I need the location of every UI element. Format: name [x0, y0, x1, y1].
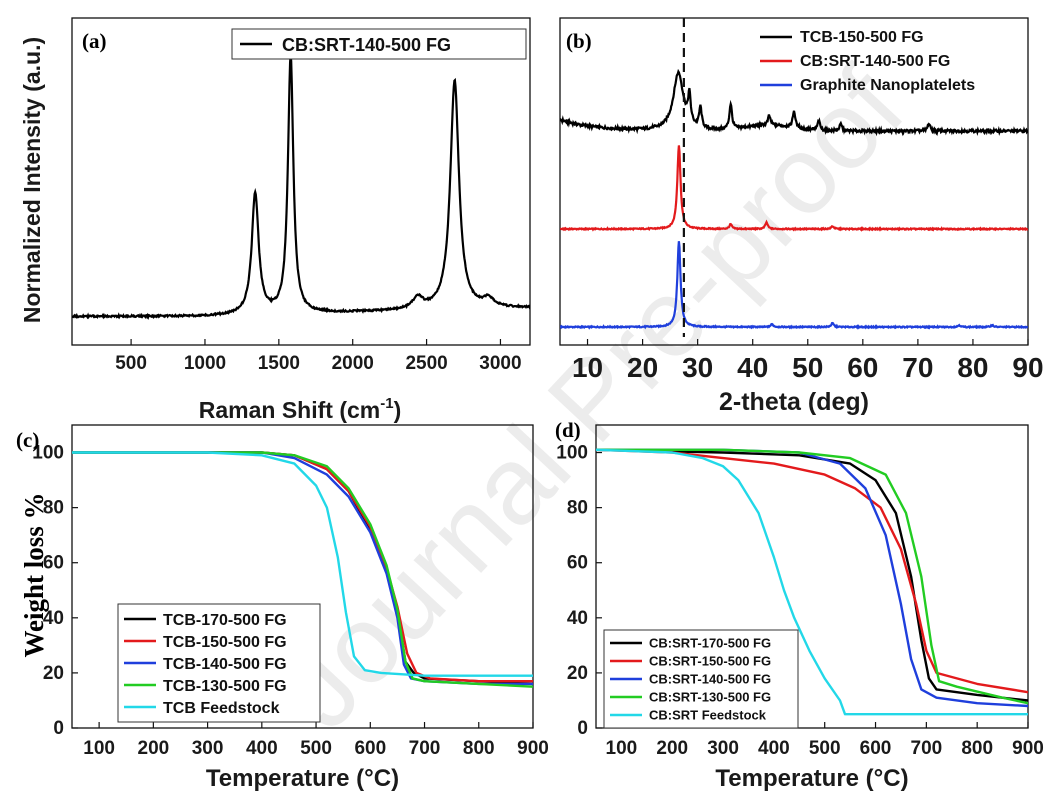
x-tick-label: 30 — [682, 352, 713, 383]
x-tick-label: 50 — [792, 352, 823, 383]
x-tick-label: 20 — [627, 352, 658, 383]
x-tick-label: 300 — [707, 738, 739, 759]
plot-frame — [71, 424, 534, 729]
x-tick-label: 2500 — [405, 353, 447, 374]
x-tick-label: 60 — [847, 352, 878, 383]
x-tick-label: 600 — [860, 738, 892, 759]
x-tick-label: 400 — [246, 738, 278, 759]
y-axis-title: Weight loss % — [19, 492, 49, 657]
legend-label: CB:SRT-170-500 FG — [649, 636, 771, 651]
x-tick-label: 200 — [656, 738, 688, 759]
legend-label: TCB-150-500 FG — [163, 634, 287, 651]
plot-frame — [71, 17, 531, 346]
y-tick-label: 40 — [43, 608, 64, 629]
plot-frame — [595, 424, 1029, 729]
tga-series-line — [596, 448, 1028, 702]
raman-series-line — [72, 54, 530, 320]
x-tick-label: 500 — [300, 738, 332, 759]
x-tick-label: 100 — [606, 738, 638, 759]
panel-a: 500 1000 1500 2000 2500 3000 (a) CB:SRT-140-500… — [19, 17, 531, 423]
x-tick-label: 80 — [957, 352, 988, 383]
x-tick-label: 700 — [409, 738, 441, 759]
x-tick-label: 800 — [961, 738, 993, 759]
tga-series-line — [596, 448, 1028, 716]
legend-label: TCB-150-500 FG — [800, 29, 924, 46]
y-tick-label: 60 — [43, 553, 64, 574]
x-axis-title: Temperature (°C) — [715, 765, 908, 792]
x-tick-label: 600 — [354, 738, 386, 759]
legend-label: TCB-170-500 FG — [163, 612, 287, 629]
xrd-series-line — [560, 241, 1028, 330]
x-tick-label: 900 — [1012, 738, 1044, 759]
x-tick-label: 70 — [902, 352, 933, 383]
y-tick-label: 100 — [556, 443, 588, 464]
y-tick-label: 60 — [567, 553, 588, 574]
x-tick-label: 3000 — [479, 353, 521, 374]
panel-label: (b) — [566, 29, 592, 53]
panel-label: (d) — [555, 418, 581, 442]
legend-label: CB:SRT-140-500 FG — [282, 35, 451, 55]
tga-series-line — [72, 451, 533, 688]
x-tick-label: 200 — [138, 738, 170, 759]
y-tick-label: 80 — [43, 498, 64, 519]
x-tick-label: 500 — [809, 738, 841, 759]
x-tick-label: 100 — [83, 738, 115, 759]
x-tick-label: 40 — [737, 352, 768, 383]
y-axis-title: Normalized Intensity (a.u.) — [19, 37, 45, 323]
x-axis-title: Raman Shift (cm-1) — [199, 395, 402, 423]
x-tick-label: 400 — [758, 738, 790, 759]
panel-c: 100 200 300 400 500 600 700 800 900020406080100(… — [16, 424, 549, 792]
x-axis-title-close: ) — [394, 397, 402, 423]
x-tick-label: 900 — [517, 738, 549, 759]
legend-label: CB:SRT-150-500 FG — [649, 654, 771, 669]
legend-label: Graphite Nanoplatelets — [800, 77, 975, 94]
x-tick-label: 2000 — [332, 353, 374, 374]
panel-b: 10 20 30 40 50 60 70 80 90 (b) TCB-150-500 FG CB:SR… — [559, 17, 1044, 416]
legend-label: TCB-130-500 FG — [163, 678, 287, 695]
xrd-series-line — [560, 145, 1028, 232]
legend-label: CB:SRT Feedstock — [649, 708, 767, 723]
panel-label: (a) — [82, 29, 107, 53]
y-tick-label: 20 — [43, 663, 64, 684]
y-tick-label: 100 — [32, 443, 64, 464]
x-axis-title-sup: -1 — [380, 395, 393, 412]
xrd-series-line — [560, 68, 1028, 137]
tga-series-line — [72, 451, 533, 677]
legend-label: CB:SRT-140-500 FG — [649, 672, 771, 687]
x-tick-label: 800 — [463, 738, 495, 759]
y-tick-label: 20 — [567, 663, 588, 684]
y-tick-label: 0 — [577, 718, 588, 739]
x-tick-label: 700 — [911, 738, 943, 759]
x-tick-label: 10 — [572, 352, 603, 383]
x-axis-title-text: Raman Shift (cm — [199, 397, 380, 423]
legend-label: TCB Feedstock — [163, 700, 280, 717]
legend-label: CB:SRT-140-500 FG — [800, 53, 950, 70]
legend-label: CB:SRT-130-500 FG — [649, 690, 771, 705]
panel-label: (c) — [16, 428, 39, 452]
x-axis-title: 2-theta (deg) — [719, 388, 869, 416]
y-tick-label: 0 — [53, 718, 64, 739]
x-tick-label: 500 — [115, 353, 147, 374]
x-tick-label: 90 — [1012, 352, 1043, 383]
panel-d: 100 200 300 400 500 600 700 800 900020406080100(… — [555, 418, 1044, 792]
y-tick-label: 40 — [567, 608, 588, 629]
legend-box — [231, 28, 527, 60]
plot-frame — [559, 17, 1029, 346]
x-tick-label: 1500 — [258, 353, 300, 374]
y-tick-label: 80 — [567, 498, 588, 519]
legend-label: TCB-140-500 FG — [163, 656, 287, 673]
tga-series-line — [596, 448, 1028, 705]
x-tick-label: 300 — [192, 738, 224, 759]
x-tick-label: 1000 — [184, 353, 226, 374]
x-axis-title: Temperature (°C) — [206, 765, 399, 792]
